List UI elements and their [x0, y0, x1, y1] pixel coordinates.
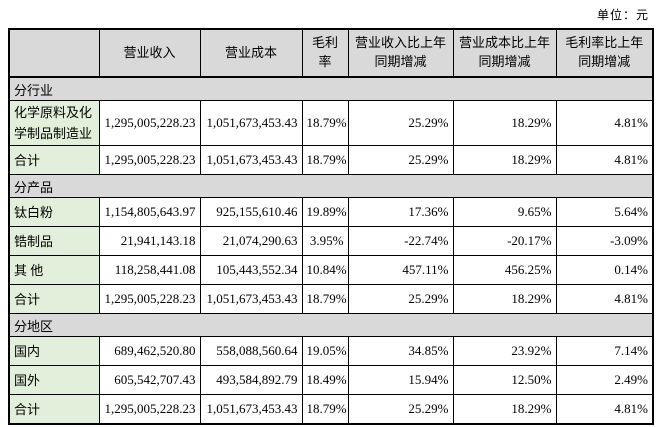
value-cell: 18.79%	[301, 145, 349, 175]
value-cell: 925,155,610.46	[199, 197, 303, 227]
value-cell: 1,051,673,453.43	[199, 145, 303, 175]
table-header: 营业收入 营业成本 毛利率 营业收入比上年同期增减 营业成本比上年同期增减 毛利率比上年同…	[8, 28, 654, 78]
corner-cell	[8, 28, 100, 78]
table-row: 钛白粉 1,154,805,643.97 925,155,610.46 19.89% 1…	[8, 197, 654, 227]
column-header: 毛利率比上年同期增减	[555, 28, 654, 78]
value-cell: 18.49%	[301, 365, 349, 395]
table-row: 国内 689,462,520.80 558,088,560.64 19.05% 34.8…	[8, 336, 654, 366]
value-cell: 4.81%	[555, 100, 654, 146]
column-header: 营业收入比上年同期增减	[347, 28, 454, 78]
value-cell: 689,462,520.80	[98, 336, 201, 366]
value-cell: 18.29%	[452, 100, 557, 146]
value-cell: 1,051,673,453.43	[199, 100, 303, 146]
value-cell: 1,295,005,228.23	[98, 145, 201, 175]
row-label: 钛白粉	[8, 197, 100, 227]
section-row: 分产品	[8, 174, 654, 198]
value-cell: 4.81%	[555, 394, 654, 425]
row-label: 合计	[8, 394, 100, 425]
value-cell: 7.14%	[555, 336, 654, 366]
value-cell: 1,051,673,453.43	[199, 284, 303, 314]
unit-label: 单位：元	[596, 8, 649, 22]
row-label: 合计	[8, 284, 100, 314]
section-row: 分行业	[8, 76, 654, 101]
row-label: 化学原料及化学制品制造业	[8, 100, 100, 146]
table-row: 合计 1,295,005,228.23 1,051,673,453.43 18.79%…	[8, 145, 654, 175]
value-cell: -3.09%	[555, 226, 654, 256]
column-header: 营业收入	[98, 28, 201, 78]
column-header: 毛利率	[301, 28, 349, 78]
section-row: 分地区	[8, 313, 654, 337]
value-cell: 2.49%	[555, 365, 654, 395]
value-cell: 1,295,005,228.23	[98, 394, 201, 425]
value-cell: 10.84%	[301, 255, 349, 285]
value-cell: 1,154,805,643.97	[98, 197, 201, 227]
column-header: 营业成本	[199, 28, 303, 78]
value-cell: 19.89%	[301, 197, 349, 227]
value-cell: 1,295,005,228.23	[98, 284, 201, 314]
financial-breakdown-table: 营业收入 营业成本 毛利率 营业收入比上年同期增减 营业成本比上年同期增减 毛利率比上年同…	[8, 28, 654, 425]
value-cell: 4.81%	[555, 284, 654, 314]
value-cell: -22.74%	[347, 226, 454, 256]
header-row: 营业收入 营业成本 毛利率 营业收入比上年同期增减 营业成本比上年同期增减 毛利率比上年同…	[8, 28, 654, 78]
value-cell: 456.25%	[452, 255, 557, 285]
value-cell: 21,941,143.18	[98, 226, 201, 256]
value-cell: 25.29%	[347, 100, 454, 146]
value-cell: 23.92%	[452, 336, 557, 366]
value-cell: 493,584,892.79	[199, 365, 303, 395]
value-cell: 25.29%	[347, 145, 454, 175]
value-cell: 34.85%	[347, 336, 454, 366]
value-cell: 21,074,290.63	[199, 226, 303, 256]
value-cell: 105,443,552.34	[199, 255, 303, 285]
value-cell: 18.29%	[452, 284, 557, 314]
value-cell: 18.29%	[452, 145, 557, 175]
row-label: 其 他	[8, 255, 100, 285]
table-row: 锆制品 21,941,143.18 21,074,290.63 3.95% -22.74…	[8, 226, 654, 256]
section-title: 分行业	[8, 76, 654, 101]
column-header: 营业成本比上年同期增减	[452, 28, 557, 78]
table-row: 合计 1,295,005,228.23 1,051,673,453.43 18.79%…	[8, 394, 654, 425]
value-cell: 3.95%	[301, 226, 349, 256]
row-label: 合计	[8, 145, 100, 175]
value-cell: 18.79%	[301, 100, 349, 146]
value-cell: 4.81%	[555, 145, 654, 175]
value-cell: 1,295,005,228.23	[98, 100, 201, 146]
value-cell: 19.05%	[301, 336, 349, 366]
value-cell: 18.79%	[301, 394, 349, 425]
value-cell: 457.11%	[347, 255, 454, 285]
value-cell: 1,051,673,453.43	[199, 394, 303, 425]
row-label: 锆制品	[8, 226, 100, 256]
row-label: 国外	[8, 365, 100, 395]
value-cell: 25.29%	[347, 394, 454, 425]
value-cell: 118,258,441.08	[98, 255, 201, 285]
value-cell: 5.64%	[555, 197, 654, 227]
section-title: 分地区	[8, 313, 654, 337]
value-cell: 15.94%	[347, 365, 454, 395]
table-row: 国外 605,542,707.43 493,584,892.79 18.49% 15.9…	[8, 365, 654, 395]
section-title: 分产品	[8, 174, 654, 198]
value-cell: 605,542,707.43	[98, 365, 201, 395]
value-cell: 18.29%	[452, 394, 557, 425]
table-row: 化学原料及化学制品制造业 1,295,005,228.23 1,051,673,45…	[8, 100, 654, 146]
value-cell: 12.50%	[452, 365, 557, 395]
table-body: 分行业 化学原料及化学制品制造业 1,295,005,228.23 1,051,673…	[8, 76, 654, 425]
value-cell: 18.79%	[301, 284, 349, 314]
value-cell: 9.65%	[452, 197, 557, 227]
value-cell: 17.36%	[347, 197, 454, 227]
row-label: 国内	[8, 336, 100, 366]
table-row: 合计 1,295,005,228.23 1,051,673,453.43 18.79%…	[8, 284, 654, 314]
value-cell: 558,088,560.64	[199, 336, 303, 366]
value-cell: 25.29%	[347, 284, 454, 314]
value-cell: -20.17%	[452, 226, 557, 256]
table-row: 其 他 118,258,441.08 105,443,552.34 10.84% 457…	[8, 255, 654, 285]
value-cell: 0.14%	[555, 255, 654, 285]
